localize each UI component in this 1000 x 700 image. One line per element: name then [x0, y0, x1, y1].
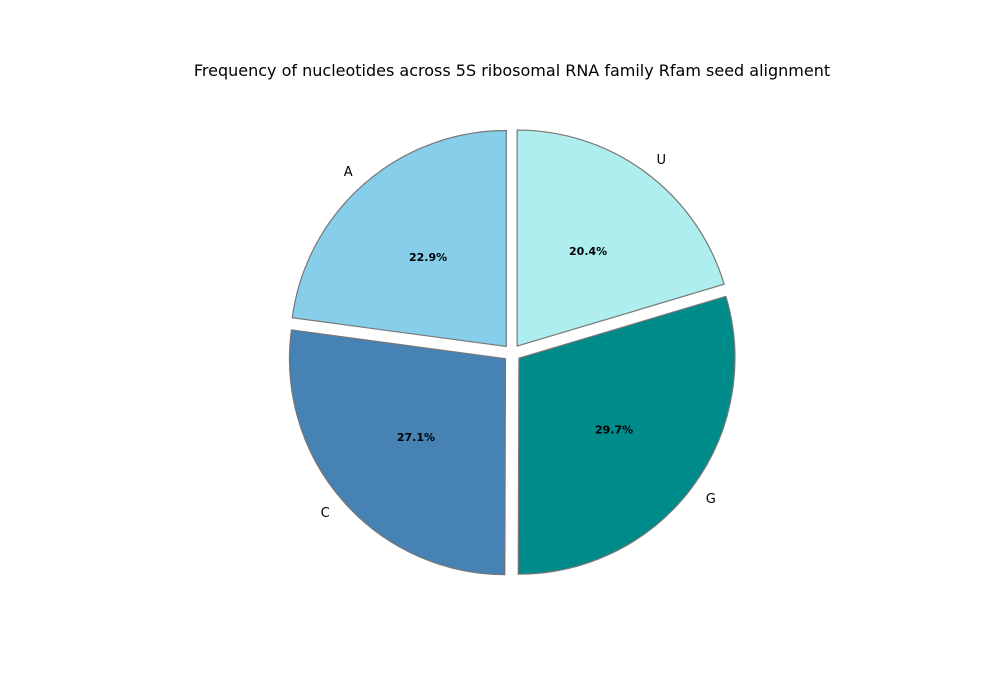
pie-slice-C [288, 329, 507, 576]
slice-percent-U: 20.4% [569, 245, 607, 258]
pie-labels: A 22.9% C 27.1% G 29.7% U 20.4% [321, 153, 716, 521]
pie-slice-A [291, 129, 507, 348]
slice-label-U: U [657, 153, 667, 168]
slice-label-C: C [321, 506, 330, 521]
slice-label-A: A [344, 165, 353, 180]
slice-percent-C: 27.1% [397, 431, 435, 444]
slice-label-G: G [706, 492, 716, 507]
pie-slice-G [517, 295, 736, 575]
slice-percent-G: 29.7% [595, 423, 633, 436]
chart-title: Frequency of nucleotides across 5S ribos… [194, 61, 830, 80]
slice-percent-A: 22.9% [409, 251, 447, 264]
pie-slice-U [516, 129, 725, 347]
pie-slices [288, 129, 736, 576]
